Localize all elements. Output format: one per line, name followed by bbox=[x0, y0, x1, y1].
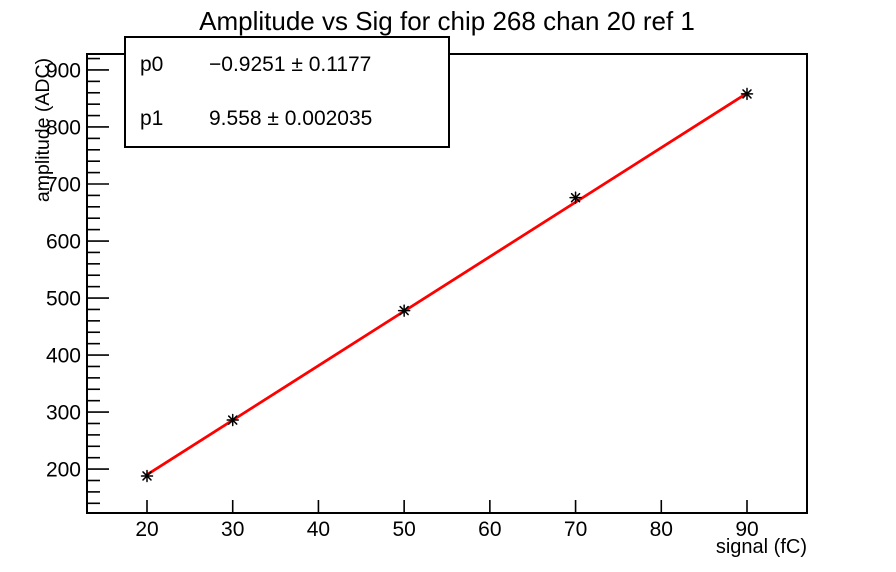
x-tick-label: 40 bbox=[307, 518, 330, 541]
data-point-marker bbox=[140, 469, 154, 483]
param-name-p1: p1 bbox=[140, 107, 164, 130]
y-tick-label: 200 bbox=[46, 459, 81, 482]
param-value-p1: 9.558 ± 0.002035 bbox=[209, 107, 373, 130]
chart-title: Amplitude vs Sig for chip 268 chan 20 re… bbox=[199, 6, 695, 36]
param-value-p0: −0.9251 ± 0.1177 bbox=[209, 53, 372, 76]
marker-ray bbox=[399, 305, 409, 316]
data-point-marker bbox=[740, 87, 754, 101]
x-tick-label: 30 bbox=[221, 518, 244, 541]
x-tick-label: 60 bbox=[478, 518, 501, 541]
stats-row-p0: p0 −0.9251 ± 0.1177 bbox=[126, 38, 448, 92]
y-tick-label: 400 bbox=[46, 345, 81, 368]
y-tick-label: 800 bbox=[46, 116, 81, 139]
param-name-p0: p0 bbox=[140, 53, 164, 76]
y-tick-label: 700 bbox=[46, 174, 81, 197]
fit-stats-box: p0 −0.9251 ± 0.1177 p1 9.558 ± 0.002035 bbox=[124, 36, 450, 148]
y-tick-label: 500 bbox=[46, 288, 81, 311]
stats-row-p1: p1 9.558 ± 0.002035 bbox=[126, 92, 448, 146]
data-point-marker bbox=[569, 191, 582, 204]
y-tick-label: 600 bbox=[46, 231, 81, 254]
marker-ray bbox=[142, 471, 152, 481]
data-point-marker bbox=[397, 304, 411, 317]
x-axis-title: signal (fC) bbox=[716, 536, 807, 558]
x-tick-label: 70 bbox=[564, 518, 587, 541]
x-tick-label: 90 bbox=[735, 518, 758, 541]
x-tick-label: 50 bbox=[392, 518, 415, 541]
x-tick-label: 80 bbox=[650, 518, 673, 541]
x-tick-label: 20 bbox=[135, 518, 158, 541]
y-axis-title: amplitude (ADC) bbox=[32, 58, 54, 202]
marker-ray bbox=[742, 89, 752, 99]
fit-line bbox=[145, 91, 749, 477]
marker-ray bbox=[227, 415, 238, 425]
y-tick-label: 300 bbox=[46, 402, 81, 425]
y-tick-label: 900 bbox=[46, 59, 81, 82]
data-point-marker bbox=[226, 413, 239, 427]
marker-ray bbox=[570, 192, 581, 203]
